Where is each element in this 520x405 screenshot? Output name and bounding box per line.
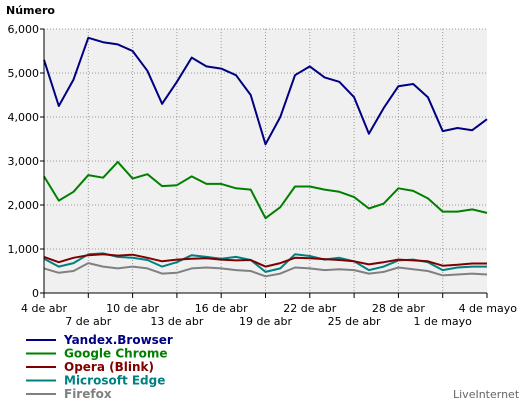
y-tick-label: 5,000 — [8, 67, 40, 80]
grid-lines — [44, 28, 487, 293]
x-tick-label: 1 de mayo — [413, 315, 472, 328]
x-tick-label: 25 de abr — [328, 315, 381, 328]
y-tick-label: 2,000 — [8, 199, 40, 212]
y-axis-label: Número — [6, 4, 55, 17]
y-axis-ticks: 0 1,000 2,000 3,000 4,000 5,000 6,000 — [8, 23, 44, 300]
legend-label-opera-blink: Opera (Blink) — [64, 360, 154, 374]
legend-label-firefox: Firefox — [64, 387, 112, 401]
legend-label-microsoft-edge: Microsoft Edge — [64, 374, 165, 388]
y-tick-label: 1,000 — [8, 243, 40, 256]
y-tick-label: 3,000 — [8, 155, 40, 168]
x-tick-label: 4 de abr — [21, 302, 67, 315]
legend-label-yandex-browser: Yandex.Browser — [63, 333, 173, 347]
x-tick-label: 22 de abr — [283, 302, 336, 315]
x-tick-label: 19 de abr — [239, 315, 292, 328]
x-tick-label: 13 de abr — [150, 315, 203, 328]
series-line-opera-blink — [43, 253, 487, 268]
credit-liveinternet: LiveInternet — [453, 388, 520, 401]
legend-label-google-chrome: Google Chrome — [64, 347, 168, 361]
x-tick-label: 10 de abr — [106, 302, 159, 315]
series-line-firefox — [43, 262, 488, 278]
series-line-yandex-browser — [43, 36, 488, 146]
x-tick-label: 7 de abr — [65, 315, 111, 328]
y-tick-label: 6,000 — [8, 23, 40, 36]
series-line-google-chrome — [43, 160, 488, 220]
y-tick-label: 4,000 — [8, 111, 40, 124]
y-tick-label: 0 — [32, 287, 39, 300]
x-tick-label: 28 de abr — [372, 302, 425, 315]
x-tick-label: 16 de abr — [195, 302, 248, 315]
x-tick-label: 4 de mayo — [459, 302, 518, 315]
series-lines — [43, 36, 488, 278]
